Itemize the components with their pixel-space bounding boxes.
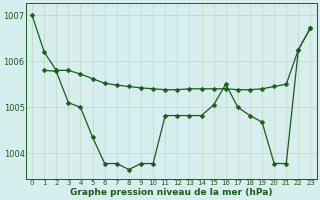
X-axis label: Graphe pression niveau de la mer (hPa): Graphe pression niveau de la mer (hPa): [70, 188, 273, 197]
